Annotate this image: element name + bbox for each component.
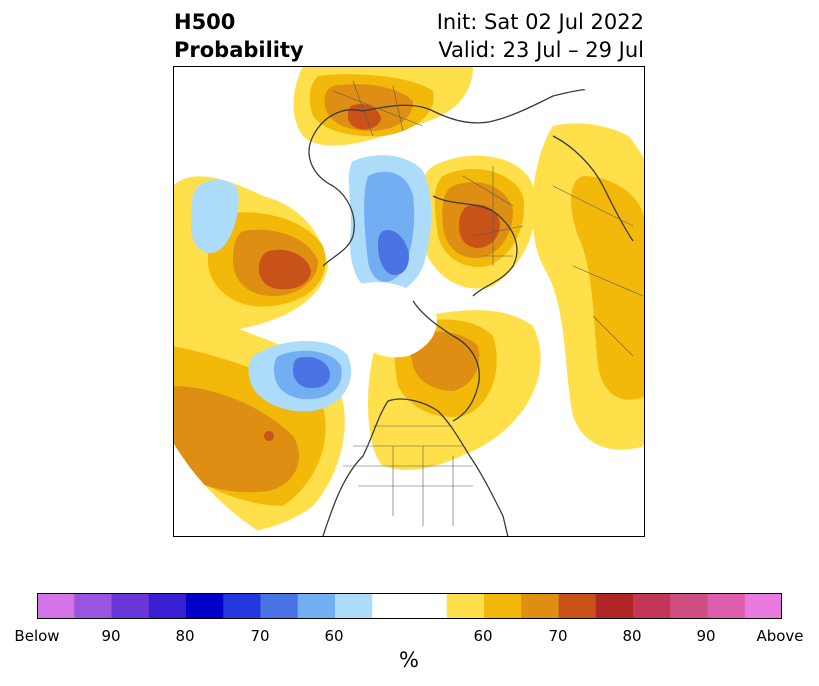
colorbar-cell — [111, 593, 150, 619]
colorbar-cell — [558, 593, 597, 619]
country-borders — [332, 80, 644, 526]
date-block: Init: Sat 02 Jul 2022 Valid: 23 Jul – 29… — [437, 8, 644, 64]
title-block: H500 Probability — [174, 8, 304, 64]
colorbar-label: 90 — [101, 627, 121, 645]
variable-title: H500 — [174, 10, 236, 34]
colorbar-cell — [670, 593, 708, 619]
colorbar-cell — [633, 593, 671, 619]
colorbar-cell — [335, 593, 373, 619]
probability-title: Probability — [174, 38, 304, 62]
colorbar-cell — [223, 593, 261, 619]
colorbar-cell — [484, 593, 522, 619]
colorbar-label: 70 — [250, 627, 270, 645]
valid-range: Valid: 23 Jul – 29 Jul — [438, 38, 644, 62]
colorbar-cell — [744, 593, 782, 619]
colorbar-label: Above — [756, 627, 804, 645]
polar-map — [173, 66, 645, 537]
colorbar-unit: % — [399, 648, 419, 672]
colorbar-cell — [707, 593, 746, 619]
colorbar-cell — [186, 593, 224, 619]
colorbar-cell — [521, 593, 559, 619]
above-70-pacific — [173, 386, 299, 493]
colorbar — [37, 593, 782, 619]
colorbar-cell — [595, 593, 634, 619]
colorbar-cell — [74, 593, 112, 619]
colorbar-cell — [260, 593, 299, 619]
colorbar-label: 70 — [548, 627, 568, 645]
colorbar-cell — [409, 593, 448, 619]
above-75-pacific-spot — [264, 431, 274, 441]
above-70-greenland — [409, 331, 480, 391]
colorbar-label: 80 — [622, 627, 642, 645]
above-65-asia — [571, 176, 645, 400]
below-60-far-pacific — [191, 179, 239, 254]
colorbar-label: 60 — [324, 627, 344, 645]
above-75-alaska — [258, 249, 311, 290]
below-70-pacific — [293, 356, 331, 389]
colorbar-cell — [446, 593, 485, 619]
above-75-russia — [459, 204, 500, 248]
init-date: Init: Sat 02 Jul 2022 — [436, 10, 644, 34]
colorbar-cell — [37, 593, 75, 619]
colorbar-label: 80 — [175, 627, 195, 645]
colorbar-cell — [297, 593, 336, 619]
colorbar-label: 90 — [696, 627, 716, 645]
near-normal-pole — [347, 282, 437, 358]
coastlines — [308, 88, 634, 537]
colorbar-label: 60 — [473, 627, 493, 645]
colorbar-label: Below — [14, 627, 60, 645]
colorbar-cell — [372, 593, 410, 619]
below-70-siberia — [378, 230, 409, 276]
colorbar-cell — [148, 593, 187, 619]
